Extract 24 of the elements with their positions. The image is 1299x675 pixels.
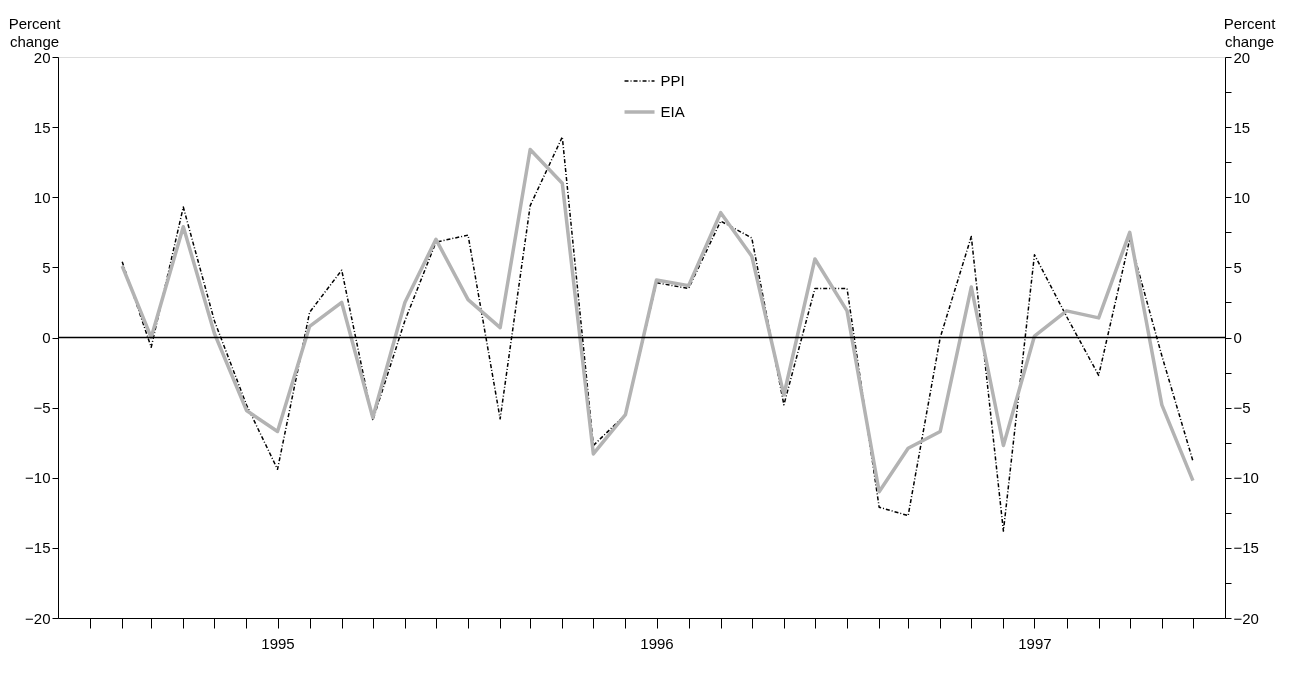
x-tick-label: 1996 (640, 634, 674, 652)
legend-label: PPI (660, 72, 685, 89)
y2-tick-label: 15 (1233, 118, 1251, 136)
y-tick-label: −20 (25, 609, 51, 627)
x-tick-label: 1995 (261, 634, 295, 652)
y-axis-title: Percent change (8, 14, 62, 50)
y2-tick-label: −10 (1233, 469, 1259, 487)
y2-tick-label: 10 (1233, 188, 1251, 206)
legend-label: EIA (660, 103, 685, 120)
x-tick-label: 1997 (1018, 634, 1052, 652)
y2-tick-label: −15 (1233, 539, 1259, 557)
y-tick-label: −15 (25, 539, 51, 557)
y2-tick-label: 20 (1233, 48, 1251, 66)
y-tick-label: −5 (33, 399, 51, 417)
y-tick-label: 10 (33, 188, 51, 206)
y2-tick-label: −5 (1233, 399, 1251, 417)
y-tick-label: 5 (42, 258, 51, 276)
y-tick-label: −10 (25, 469, 51, 487)
y-tick-label: 0 (42, 329, 51, 346)
y2-tick-label: −20 (1233, 609, 1259, 627)
y2-axis-title: Percent change (1223, 14, 1277, 50)
y-tick-label: 15 (33, 118, 51, 136)
y2-tick-label: 5 (1233, 258, 1242, 276)
y2-tick-label: 0 (1233, 329, 1242, 346)
